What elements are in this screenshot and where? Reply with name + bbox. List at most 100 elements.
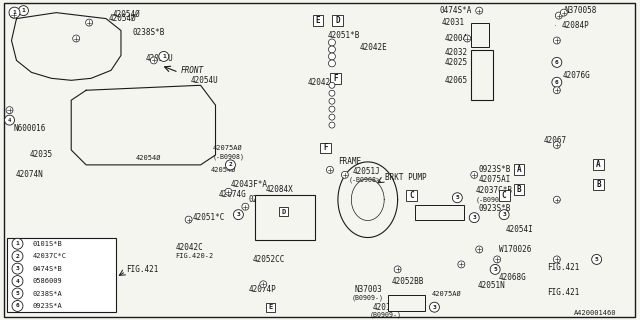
Text: 1: 1 (22, 8, 26, 13)
Circle shape (452, 193, 462, 203)
Text: N37003: N37003 (355, 285, 383, 294)
Circle shape (490, 264, 500, 274)
Text: 42014B: 42014B (397, 303, 426, 312)
Text: 42054Ø: 42054Ø (211, 167, 236, 173)
Circle shape (556, 12, 563, 19)
Text: 42043F*A: 42043F*A (230, 180, 268, 189)
Text: 0238S*B: 0238S*B (133, 28, 165, 37)
Text: FIG.420-2: FIG.420-2 (176, 253, 214, 260)
Circle shape (12, 263, 23, 274)
Text: D: D (335, 16, 340, 25)
Text: (B0909-): (B0909-) (370, 312, 402, 318)
Bar (255, 195, 315, 240)
Circle shape (225, 188, 232, 195)
Text: 2: 2 (228, 162, 232, 167)
Text: 5: 5 (493, 267, 497, 272)
Circle shape (4, 115, 15, 125)
Text: 42032: 42032 (444, 48, 467, 57)
Circle shape (12, 300, 23, 311)
Circle shape (12, 251, 23, 262)
Circle shape (554, 196, 561, 203)
Circle shape (554, 256, 561, 263)
Text: (-B0908>: (-B0908> (476, 196, 508, 203)
Bar (406, 190, 417, 201)
Text: 42035: 42035 (29, 150, 52, 159)
Bar (513, 164, 525, 175)
Text: 6: 6 (555, 60, 559, 65)
Circle shape (341, 171, 348, 178)
Text: 5: 5 (595, 257, 598, 262)
Text: 42074N: 42074N (15, 170, 44, 179)
Text: (-B0908>: (-B0908> (349, 177, 381, 183)
Text: 42065: 42065 (444, 76, 467, 85)
Text: 0238S*A: 0238S*A (33, 291, 62, 297)
Text: BRKT PUMP: BRKT PUMP (385, 173, 426, 182)
Text: 42054Ø: 42054Ø (109, 14, 137, 23)
Circle shape (429, 302, 440, 312)
Text: 1: 1 (162, 54, 166, 59)
Text: 42051N: 42051N (477, 281, 505, 290)
Text: FRAME: FRAME (338, 157, 361, 166)
Bar (593, 179, 604, 190)
Text: 0923S*A: 0923S*A (33, 303, 62, 309)
Text: C: C (409, 191, 414, 200)
Text: 6: 6 (555, 80, 559, 85)
Circle shape (476, 246, 483, 253)
Circle shape (554, 87, 561, 94)
Text: 3: 3 (472, 215, 476, 220)
Circle shape (9, 7, 20, 18)
Text: C: C (502, 191, 506, 200)
Text: 42051*B: 42051*B (328, 31, 360, 40)
Text: 1: 1 (13, 10, 17, 15)
Text: 3: 3 (15, 266, 19, 271)
Text: N: N (554, 25, 556, 26)
Text: 42075AØ: 42075AØ (212, 145, 243, 151)
Text: (-B0908): (-B0908) (212, 154, 244, 160)
Circle shape (561, 9, 567, 16)
Text: 0474S*B: 0474S*B (33, 266, 62, 272)
Text: FIG.421: FIG.421 (126, 265, 158, 274)
Circle shape (328, 53, 335, 60)
Circle shape (469, 213, 479, 223)
Circle shape (552, 77, 562, 87)
Text: 42052BB: 42052BB (392, 277, 424, 286)
Circle shape (329, 82, 335, 88)
Circle shape (493, 256, 500, 263)
Text: 42054I: 42054I (506, 225, 534, 234)
Text: 42052CC: 42052CC (252, 255, 285, 264)
Text: 2: 2 (15, 254, 19, 259)
Text: B: B (596, 180, 601, 189)
Bar (471, 51, 493, 100)
Circle shape (552, 57, 562, 68)
Bar (312, 15, 323, 26)
Text: F: F (324, 143, 328, 152)
Bar (278, 207, 287, 216)
Bar (6, 237, 116, 312)
Text: B: B (516, 185, 522, 194)
Text: 0474S*A: 0474S*A (440, 6, 472, 15)
Text: 42051J: 42051J (353, 167, 381, 176)
Text: 0586009: 0586009 (33, 278, 62, 284)
Text: 0238S*B: 0238S*B (248, 195, 281, 204)
Text: E: E (268, 304, 273, 310)
Bar (266, 303, 275, 312)
Text: D: D (281, 209, 285, 215)
Text: 0923S*B: 0923S*B (478, 165, 511, 174)
Text: 42075AI: 42075AI (478, 175, 511, 184)
Circle shape (554, 141, 561, 148)
Text: 42054U: 42054U (191, 76, 218, 85)
Circle shape (329, 114, 335, 120)
Bar (513, 184, 525, 195)
Bar (330, 73, 341, 84)
Circle shape (150, 57, 157, 64)
Text: 42054U: 42054U (146, 54, 173, 63)
Bar (388, 295, 426, 311)
Text: FIG.421: FIG.421 (547, 288, 579, 297)
Bar (499, 190, 509, 201)
Circle shape (225, 160, 236, 170)
Circle shape (86, 19, 93, 26)
Text: FRONT: FRONT (180, 66, 204, 75)
Text: 42054Ø: 42054Ø (113, 10, 141, 19)
Circle shape (458, 261, 465, 268)
Text: FIG.421: FIG.421 (547, 263, 579, 272)
